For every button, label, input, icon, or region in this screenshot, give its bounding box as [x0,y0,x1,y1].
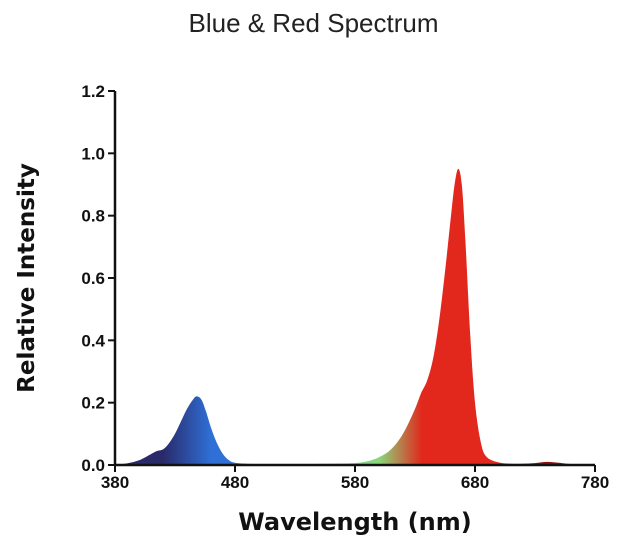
y-tick-label: 1.0 [81,144,105,163]
x-tick-label: 380 [101,473,129,492]
x-tick-label: 680 [461,473,489,492]
y-tick-label: 0.8 [81,207,105,226]
x-tick-label: 480 [221,473,249,492]
x-tick-label: 780 [581,473,609,492]
chart-title: Blue & Red Spectrum [188,8,439,38]
y-tick-label: 0.0 [81,456,105,475]
y-tick-label: 0.6 [81,269,105,288]
x-axis-label: Wavelength (nm) [238,508,471,536]
y-axis-label: Relative Intensity [14,163,40,393]
x-tick-label: 580 [341,473,369,492]
y-tick-label: 0.2 [81,394,105,413]
y-tick-label: 1.2 [81,82,105,101]
spectrum-area [115,168,595,465]
y-tick-label: 0.4 [81,331,105,350]
